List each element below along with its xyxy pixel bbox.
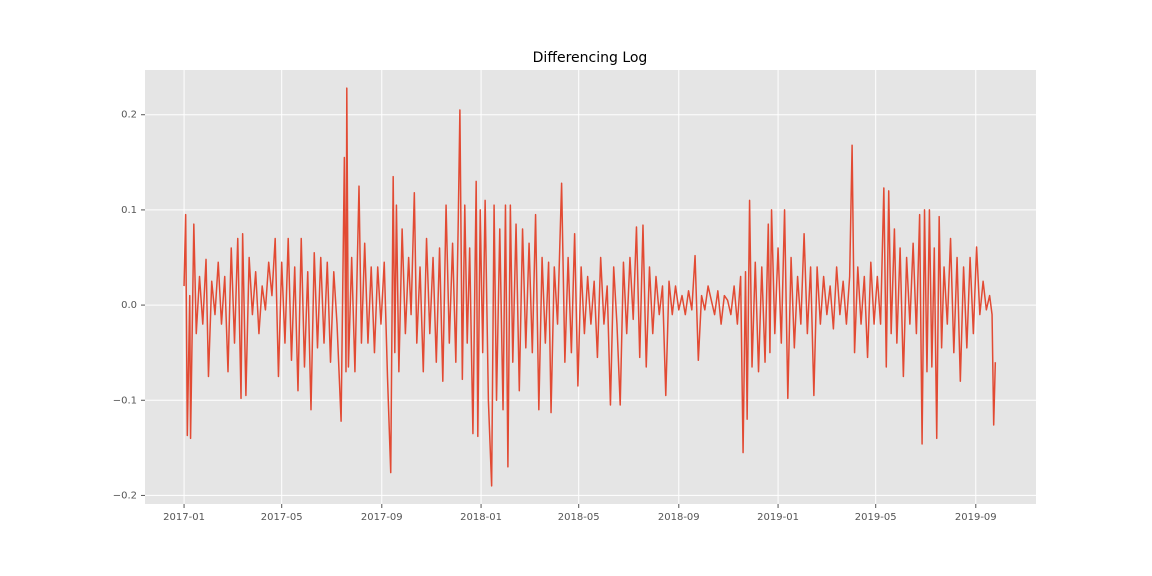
x-tick-label: 2017-09 [361, 512, 403, 523]
chart-title: Differencing Log [533, 50, 648, 66]
x-tick-label: 2019-09 [955, 512, 997, 523]
x-tick-label: 2019-01 [757, 512, 799, 523]
y-tick-label: 0.1 [121, 205, 137, 216]
x-tick-label: 2017-01 [163, 512, 205, 523]
data-line [183, 87, 997, 487]
x-tick-label: 2018-01 [460, 512, 502, 523]
y-tick-label: 0.2 [121, 110, 137, 121]
y-tick-label: −0.1 [113, 395, 137, 406]
x-tick-label: 2017-05 [261, 512, 303, 523]
x-tick-label: 2018-05 [558, 512, 600, 523]
y-tick-label: 0.0 [121, 300, 137, 311]
y-tick-label: −0.2 [113, 490, 137, 501]
plot-area [145, 70, 1036, 504]
x-tick-label: 2019-05 [855, 512, 897, 523]
x-tick-label: 2018-09 [658, 512, 700, 523]
